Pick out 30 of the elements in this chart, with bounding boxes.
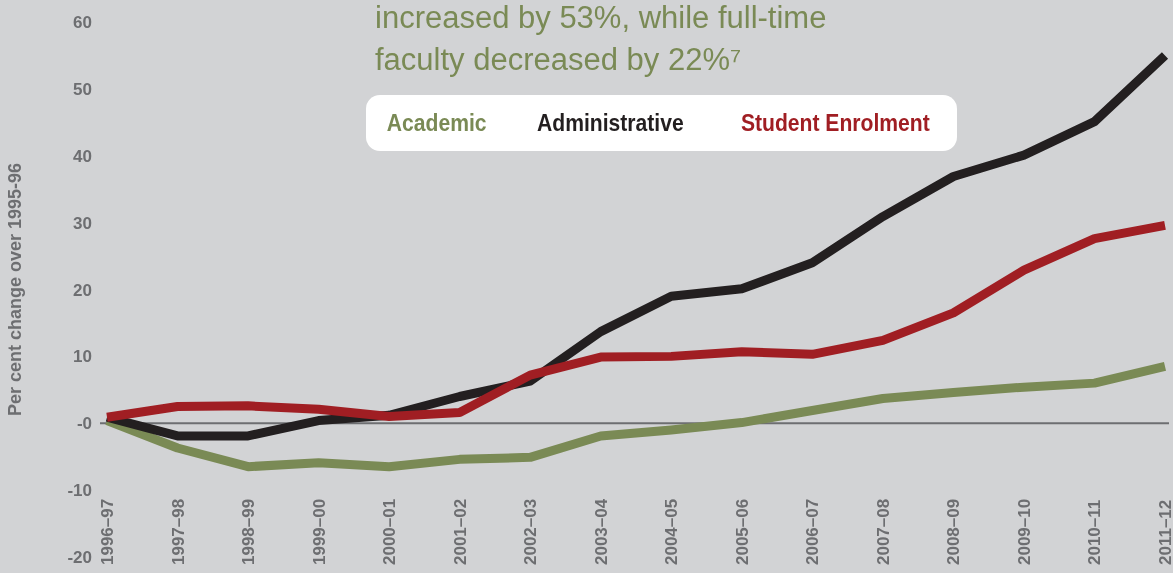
x-tick-label: 2005–06 [732, 498, 752, 565]
x-tick-label: 2010–11 [1085, 499, 1105, 565]
y-tick-label: -0 [76, 414, 92, 434]
x-tick-label: 2001–02 [450, 498, 470, 565]
annotation: increased by 53%, while full-time faculty decreased by 22%⁷ [375, 0, 828, 79]
x-tick-label: 2009–10 [1014, 498, 1034, 565]
x-tick-label: 2003–04 [591, 498, 611, 565]
x-tick-label: 2002–03 [521, 498, 541, 565]
x-tick-label: 2004–05 [662, 498, 682, 565]
text: Student Enrolment [740, 109, 930, 137]
x-tick-label: 2007–08 [873, 498, 893, 565]
y-tick-label: 30 [73, 213, 92, 233]
y-tick-label: -10 [67, 481, 92, 501]
x-tick-label: 2011–12 [1156, 499, 1173, 565]
x-tick-label: 1998–99 [239, 498, 259, 565]
y-tick-label: 60 [73, 13, 92, 33]
x-tick-label: 1999–00 [309, 498, 329, 565]
x-tick-label: 2000–01 [380, 498, 400, 565]
y-tick-label: 50 [73, 79, 92, 99]
y-tick-label: 10 [73, 347, 92, 367]
x-tick-label: 2008–09 [944, 498, 964, 565]
y-tick-label: 40 [73, 146, 92, 166]
y-tick-label: -20 [67, 548, 92, 568]
y-tick-label: 20 [73, 280, 92, 300]
y-axis-title: Per cent change over 1995-96 [5, 162, 26, 417]
text: Administrative [537, 109, 685, 137]
x-tick-label: 1997–98 [168, 498, 188, 565]
x-tick-label: 2006–07 [803, 498, 823, 565]
text: Academic [386, 109, 487, 137]
x-tick-label: 1996–97 [98, 498, 117, 565]
